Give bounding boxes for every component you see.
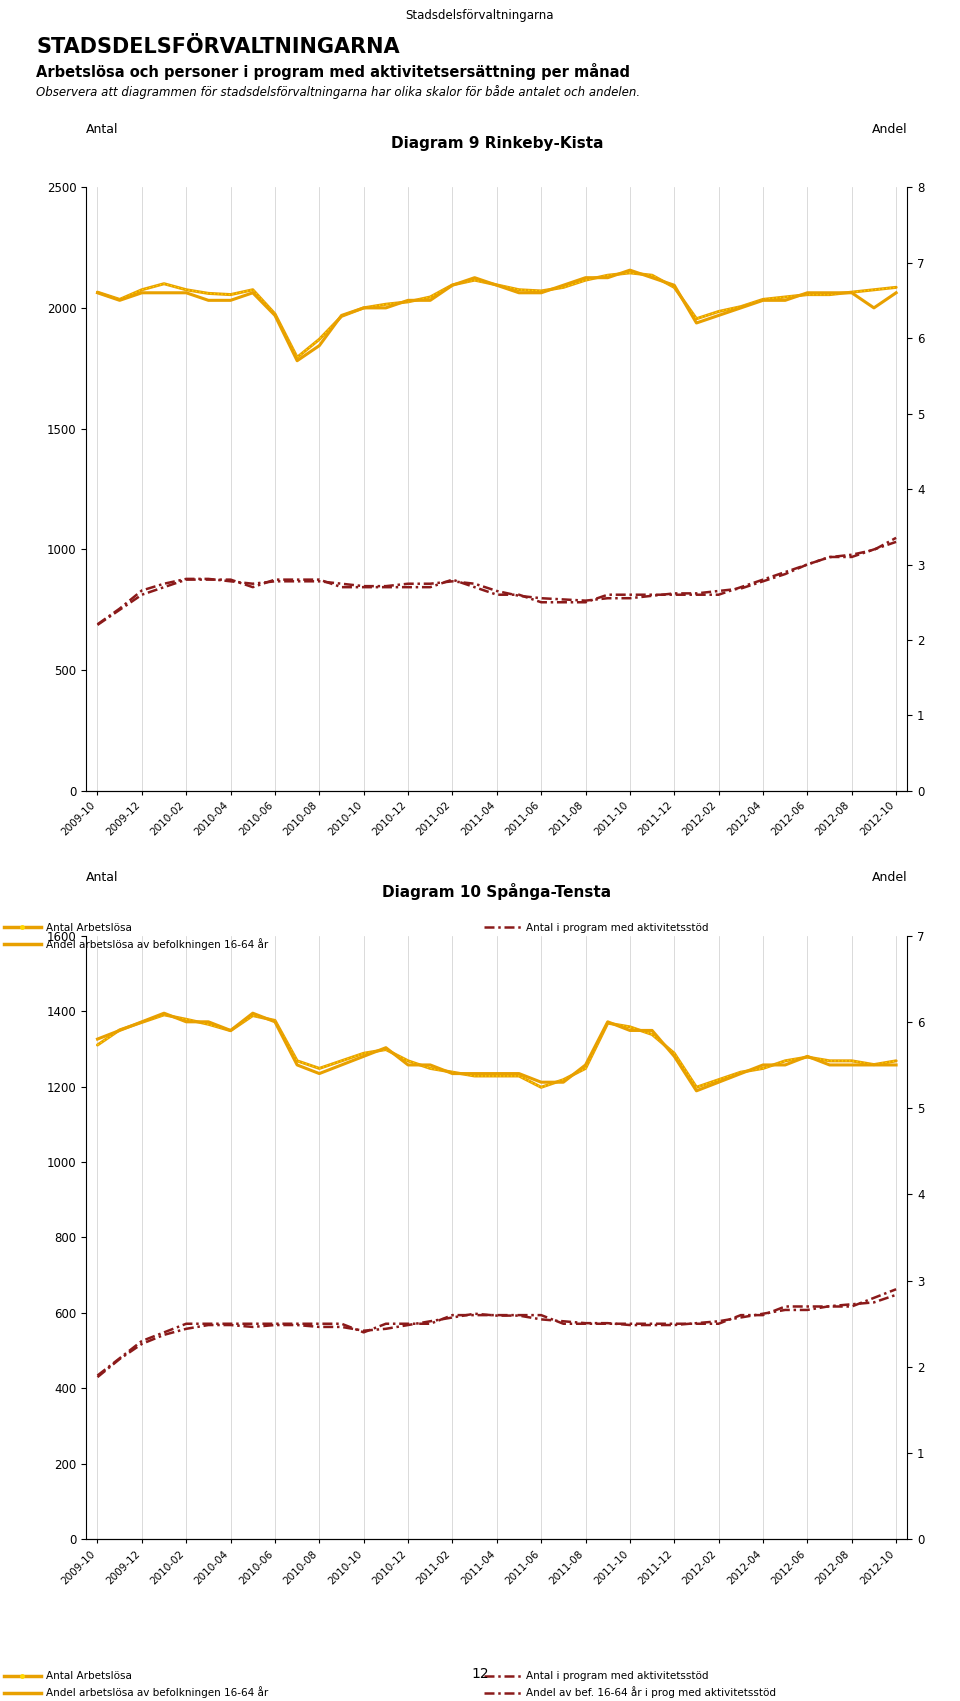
Legend: Antal i program med aktivitetsstöd, Andel av bef. 16-64 år i prog med aktivitets: Antal i program med aktivitetsstöd, Ande… [480,1667,780,1701]
Text: Andel: Andel [872,122,907,136]
Text: STADSDELSFÖRVALTNINGARNA: STADSDELSFÖRVALTNINGARNA [36,37,400,58]
Text: Antal: Antal [86,871,119,885]
Text: 12: 12 [471,1667,489,1681]
Title: Diagram 10 Spånga-Tensta: Diagram 10 Spånga-Tensta [382,883,612,900]
Legend: Antal i program med aktivitetsstöd, Andel av bef. 16-64 år i prog med aktivitets: Antal i program med aktivitetsstöd, Ande… [480,919,780,954]
Title: Diagram 9 Rinkeby-Kista: Diagram 9 Rinkeby-Kista [391,136,603,151]
Text: Andel: Andel [872,871,907,885]
Text: Observera att diagrammen för stadsdelsförvaltningarna har olika skalor för både : Observera att diagrammen för stadsdelsfö… [36,85,640,99]
Text: Arbetslösa och personer i program med aktivitetsersättning per månad: Arbetslösa och personer i program med ak… [36,63,631,80]
Text: Antal: Antal [86,122,119,136]
Text: Stadsdelsförvaltningarna: Stadsdelsförvaltningarna [406,9,554,22]
